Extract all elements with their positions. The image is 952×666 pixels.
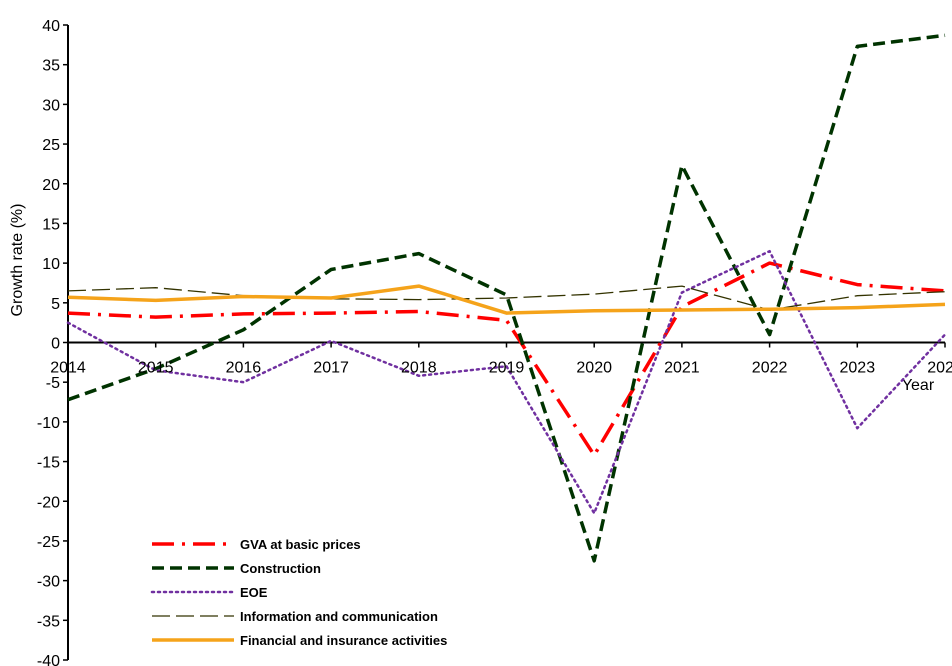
y-tick-label: -25 bbox=[37, 534, 60, 551]
x-tick-label: 2021 bbox=[664, 360, 700, 377]
x-tick-label: 2024 bbox=[927, 360, 952, 377]
legend-label: Financial and insurance activities bbox=[240, 633, 447, 648]
x-tick-label: 2015 bbox=[138, 360, 174, 377]
y-tick-label: 40 bbox=[42, 18, 60, 35]
y-tick-label: -30 bbox=[37, 574, 60, 591]
x-tick-label: 2014 bbox=[50, 360, 86, 377]
y-tick-label: -10 bbox=[37, 415, 60, 432]
x-tick-label: 2018 bbox=[401, 360, 437, 377]
y-tick-label: 5 bbox=[51, 296, 60, 313]
y-tick-label: 10 bbox=[42, 256, 60, 273]
x-tick-label: 2016 bbox=[226, 360, 262, 377]
y-tick-label: 30 bbox=[42, 97, 60, 114]
y-tick-label: 35 bbox=[42, 58, 60, 75]
legend-label: Construction bbox=[240, 561, 321, 576]
y-tick-label: -5 bbox=[46, 375, 60, 392]
series-line bbox=[66, 249, 947, 515]
y-tick-label: 0 bbox=[51, 336, 60, 353]
series-line bbox=[67, 284, 946, 315]
y-tick-label: 20 bbox=[42, 177, 60, 194]
legend-label: GVA at basic prices bbox=[240, 537, 361, 552]
y-tick-label: -20 bbox=[37, 494, 60, 511]
legend-label: Information and communication bbox=[240, 609, 438, 624]
y-tick-label: -35 bbox=[37, 613, 60, 630]
x-tick-label: 2020 bbox=[576, 360, 612, 377]
y-tick-label: 15 bbox=[42, 216, 60, 233]
x-tick-label: 2017 bbox=[313, 360, 349, 377]
x-tick-label: 2023 bbox=[840, 360, 876, 377]
y-tick-label: 25 bbox=[42, 137, 60, 154]
x-tick-label: 2019 bbox=[489, 360, 525, 377]
x-tick-label: 2022 bbox=[752, 360, 788, 377]
y-axis-label: Growth rate (%) bbox=[9, 204, 26, 317]
y-tick-label: -40 bbox=[37, 653, 60, 666]
x-axis-label: Year bbox=[902, 377, 935, 394]
y-tick-label: -15 bbox=[37, 455, 60, 472]
series-line bbox=[67, 285, 946, 311]
legend-label: EOE bbox=[240, 585, 268, 600]
